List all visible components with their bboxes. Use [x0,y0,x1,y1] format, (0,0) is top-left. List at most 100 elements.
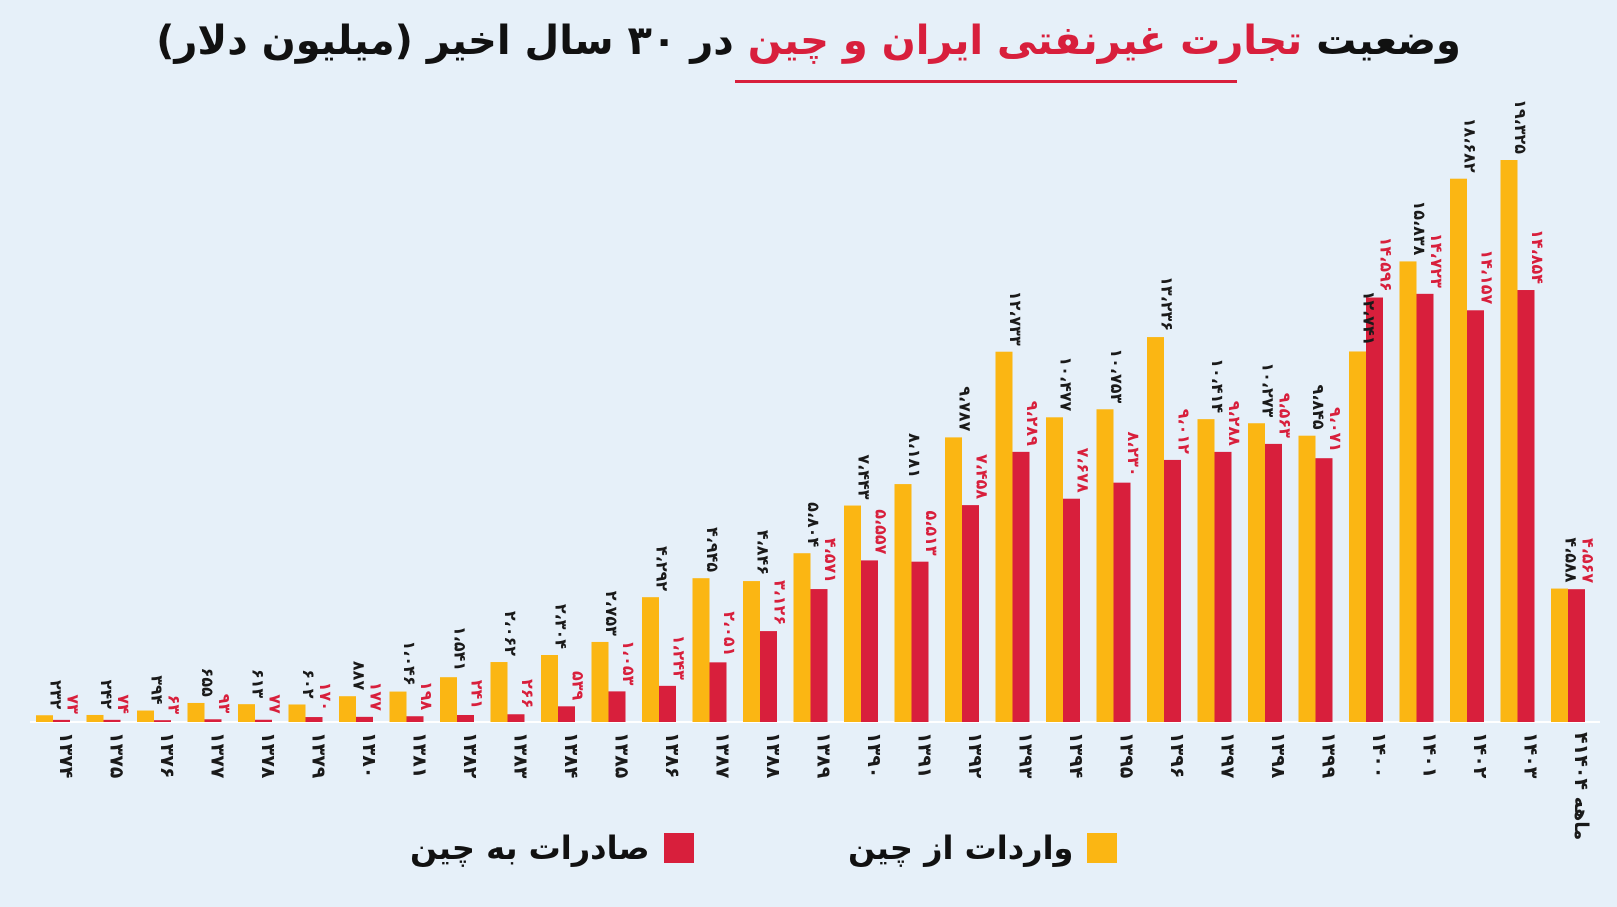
data-label-imports-14: ۴،۸۴۶ [754,530,773,575]
legend-label-exports: صادرات به چین [410,829,650,867]
data-label-imports-24: ۱۰،۲۷۳ [1259,362,1278,417]
bar-imports-23 [1197,419,1215,722]
bar-imports-1 [86,714,104,722]
x-tick-label-2: ۱۳۷۶ [156,732,178,778]
bar-imports-10 [541,654,558,722]
data-label-exports-29: ۱۴،۸۵۴ [1528,229,1547,284]
bar-imports-6 [339,696,356,722]
bar-exports-2 [154,720,171,722]
bar-imports-21 [1096,409,1114,722]
bar-imports-17 [894,484,912,722]
data-label-imports-3: ۶۵۵ [198,668,217,698]
data-label-exports-9: ۲۶۶ [518,679,537,708]
bar-imports-22 [1147,337,1164,722]
x-tick-label-14: ۱۳۸۸ [762,732,784,779]
data-label-exports-14: ۳،۱۲۶ [771,580,790,625]
bar-exports-13 [709,662,727,722]
data-label-exports-2: ۶۳ [165,695,184,715]
data-label-imports-22: ۱۳،۲۳۶ [1158,276,1177,331]
data-label-exports-22: ۹،۰۱۲ [1175,409,1194,454]
x-tick-label-6: ۱۳۸۰ [358,732,380,778]
x-tick-label-7: ۱۳۸۱ [409,732,431,778]
title-part2: در ۳۰ سال اخیر (میلیون دلار) [156,18,734,64]
bar-imports-27 [1399,261,1417,722]
bar-exports-4 [255,719,272,722]
bar-imports-0 [36,715,53,722]
data-label-imports-23: ۱۰،۴۱۴ [1208,358,1227,413]
data-label-imports-30: ۴،۵۸۸ [1562,537,1581,582]
data-label-exports-17: ۵،۵۱۳ [922,511,941,556]
bar-exports-10 [558,706,575,722]
data-label-imports-27: ۱۵،۸۳۸ [1410,201,1429,256]
bar-imports-8 [440,677,457,722]
bar-imports-13 [692,578,710,722]
bar-exports-7 [406,716,424,722]
bar-exports-16 [861,560,878,722]
data-label-exports-11: ۱،۰۵۳ [619,640,638,685]
chart-title: وضعیت تجارت غیرنفتی ایران و چین در ۳۰ سا… [0,18,1617,64]
legend-label-imports: واردات از چین [848,829,1074,867]
title-underline [735,80,1237,83]
data-label-imports-4: ۶۱۳ [249,669,268,699]
data-label-imports-28: ۱۸،۶۸۲ [1461,118,1480,173]
data-label-exports-23: ۹،۲۸۸ [1225,401,1244,446]
data-label-imports-6: ۸۸۷ [350,661,369,691]
data-label-imports-18: ۹،۷۸۷ [956,386,975,431]
data-label-imports-20: ۱۰،۴۷۷ [1057,356,1076,411]
legend-exports: صادرات به چین [410,828,694,868]
data-label-imports-29: ۱۹،۳۲۵ [1511,99,1530,154]
data-label-imports-15: ۵،۸۰۴ [804,502,823,547]
bar-exports-18 [962,505,979,722]
data-label-exports-5: ۱۷۰ [316,682,335,711]
data-label-imports-11: ۲،۷۵۳ [602,591,621,636]
x-tick-label-4: ۱۳۷۸ [257,732,279,779]
x-tick-label-15: ۱۳۸۹ [813,732,835,779]
data-label-exports-24: ۹،۵۶۳ [1276,393,1295,438]
data-label-imports-21: ۱۰،۷۵۳ [1107,348,1126,403]
x-tick-label-26: ۱۴۰۰ [1368,732,1390,778]
bar-exports-22 [1164,459,1181,722]
data-label-imports-25: ۹،۸۴۵ [1309,385,1328,430]
bar-exports-17 [911,561,929,722]
x-tick-label-29: ۱۴۰۳ [1520,732,1542,779]
legend-swatch-imports [1087,833,1118,863]
data-label-exports-6: ۱۷۷ [367,682,386,712]
x-tick-label-18: ۱۳۹۲ [964,732,986,779]
bar-exports-20 [1063,498,1080,722]
bar-exports-15 [810,589,828,722]
bar-exports-12 [659,685,676,722]
x-tick-label-25: ۱۳۹۹ [1318,732,1340,779]
x-tick-label-8: ۱۳۸۲ [459,732,481,779]
x-tick-label-1: ۱۳۷۵ [106,732,128,779]
bar-imports-9 [490,662,508,722]
legend-swatch-exports [663,833,694,863]
bar-exports-5 [305,717,323,722]
data-label-imports-7: ۱،۰۴۶ [400,640,419,685]
x-tick-label-3: ۱۳۷۷ [207,732,229,779]
data-label-exports-28: ۱۴،۱۵۷ [1478,249,1497,304]
legend-imports: واردات از چین [848,828,1118,868]
x-tick-label-21: ۱۳۹۵ [1116,732,1138,779]
bar-imports-19 [995,351,1013,722]
x-tick-label-11: ۱۳۸۵ [611,732,633,779]
bar-exports-9 [507,714,525,722]
bar-exports-28 [1467,310,1484,722]
bar-exports-1 [103,719,121,722]
bar-exports-3 [204,719,222,722]
title-part1: وضعیت [1316,18,1461,64]
data-label-exports-25: ۹،۰۷۱ [1326,407,1345,452]
bar-imports-7 [389,691,407,722]
data-label-exports-7: ۱۹۸ [417,681,436,711]
data-label-imports-12: ۴،۲۹۲ [653,546,672,591]
data-label-exports-21: ۸،۲۳۰ [1124,432,1143,477]
x-tick-label-12: ۱۳۸۶ [661,732,683,778]
x-tick-label-19: ۱۳۹۳ [1015,732,1037,779]
bar-imports-11 [591,641,609,722]
data-label-exports-19: ۹،۲۸۹ [1023,401,1042,446]
x-tick-label-27: ۱۴۰۱ [1419,732,1441,778]
bar-imports-29 [1500,160,1518,722]
data-label-imports-16: ۷،۴۴۳ [855,454,874,499]
data-label-exports-30: ۴،۵۶۷ [1579,538,1598,583]
data-label-exports-3: ۹۳ [215,694,234,714]
x-tick-label-24: ۱۳۹۸ [1267,732,1289,779]
